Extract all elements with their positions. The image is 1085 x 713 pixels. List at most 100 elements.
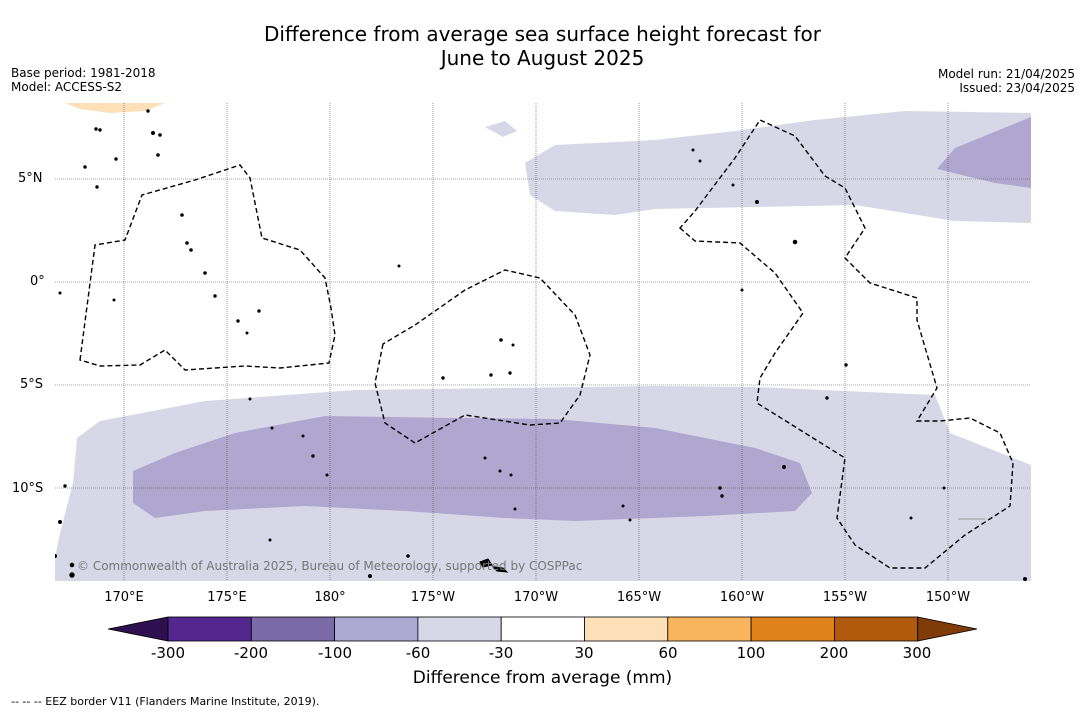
colorbar-segment (250, 616, 336, 642)
lon-label-175E: 175°E (207, 590, 247, 605)
colorbar-segment (834, 616, 919, 642)
colorbar-arrow-high (917, 616, 978, 642)
island (489, 373, 493, 377)
island (69, 562, 75, 568)
anomaly-band-north-light (525, 111, 1031, 223)
island (311, 454, 315, 458)
island (909, 516, 913, 520)
island (509, 473, 513, 477)
colorbar-tick: 100 (736, 644, 766, 662)
colorbar-tick: -200 (233, 644, 269, 662)
island (151, 131, 155, 135)
colorbar-segment (584, 616, 669, 642)
lon-label-175W: 175°W (410, 590, 456, 605)
colorbar-tick: 60 (658, 644, 678, 662)
island (755, 200, 759, 204)
island (63, 484, 67, 488)
island (268, 538, 272, 542)
anomaly-top-left-orange (65, 103, 165, 113)
lat-label-5S: 5°S (20, 377, 44, 392)
island (95, 185, 99, 189)
island (731, 183, 735, 187)
island (98, 128, 102, 132)
map-title: Difference from average sea surface heig… (0, 22, 1085, 70)
eez-kiribati-gilbert (79, 164, 336, 371)
lon-label-170W: 170°W (513, 590, 559, 605)
island (58, 520, 62, 524)
title-line-1: Difference from average sea surface heig… (263, 22, 822, 46)
lat-label-0: 0° (30, 274, 45, 289)
colorbar-tick: 30 (574, 644, 594, 662)
colorbar-tick: -60 (405, 644, 431, 662)
island (621, 504, 625, 508)
eez-legend: -- -- -- EEZ border V11 (Flanders Marine… (11, 695, 320, 708)
island (325, 473, 329, 477)
islands (55, 109, 1027, 581)
colorbar-segment (417, 616, 502, 642)
island (740, 288, 744, 292)
anomaly-band-north-mid (937, 117, 1031, 188)
island (513, 507, 517, 511)
lat-label-5N: 5°N (18, 171, 43, 186)
colorbar-segment (500, 616, 585, 642)
island (825, 396, 829, 400)
colorbar-tick: -300 (150, 644, 186, 662)
island (58, 291, 62, 295)
island (718, 486, 722, 490)
island (406, 554, 410, 558)
island (245, 331, 249, 335)
colorbar-tick: -30 (488, 644, 514, 662)
island (69, 572, 75, 578)
island (942, 486, 946, 490)
lon-label-155W: 155°W (822, 590, 868, 605)
anomaly-band-south-mid (133, 416, 812, 521)
eez-kiribati-phoenix (374, 269, 591, 444)
island (491, 566, 509, 573)
model-name: Model: ACCESS-S2 (11, 80, 123, 94)
base-period: Base period: 1981-2018 (11, 66, 156, 80)
colorbar-tick: -100 (317, 644, 353, 662)
island (397, 264, 401, 268)
colorbar-segment (750, 616, 835, 642)
colorbar-tick: 300 (902, 644, 932, 662)
island (844, 363, 848, 367)
island (158, 133, 162, 137)
island (1023, 577, 1027, 581)
lon-label-180: 180° (314, 590, 346, 605)
island (368, 574, 372, 578)
island (248, 397, 252, 401)
island (185, 241, 189, 245)
colorbar-segment (334, 616, 419, 642)
island (83, 165, 87, 169)
island (498, 469, 502, 473)
issued-date: Issued: 23/04/2025 (959, 81, 1075, 95)
lat-label-10S: 10°S (12, 481, 44, 496)
island (698, 159, 702, 163)
island (180, 213, 184, 217)
eez-kiribati-line (679, 119, 1014, 569)
island (203, 271, 207, 275)
island (236, 319, 240, 323)
colorbar-segment (167, 616, 252, 642)
base-info: Base period: 1981-2018 Model: ACCESS-S2 (11, 66, 156, 94)
lon-label-170E: 170°E (104, 590, 144, 605)
island (156, 153, 160, 157)
island (691, 148, 695, 152)
model-run-date: Model run: 21/04/2025 (937, 67, 1075, 81)
lon-label-160W: 160°W (719, 590, 765, 605)
colorbar-arrow-low (108, 616, 169, 642)
forecast-map (55, 103, 1031, 581)
anomaly-fill (55, 103, 1031, 581)
island (782, 465, 786, 469)
island (720, 494, 724, 498)
island (511, 343, 515, 347)
title-line-2: June to August 2025 (440, 46, 645, 70)
island (189, 248, 193, 252)
island (55, 554, 57, 558)
colorbar-tick: 200 (819, 644, 849, 662)
island (213, 294, 217, 298)
copyright-notice: © Commonwealth of Australia 2025, Bureau… (77, 559, 583, 573)
island (628, 518, 632, 522)
island (301, 434, 305, 438)
island (114, 157, 118, 161)
